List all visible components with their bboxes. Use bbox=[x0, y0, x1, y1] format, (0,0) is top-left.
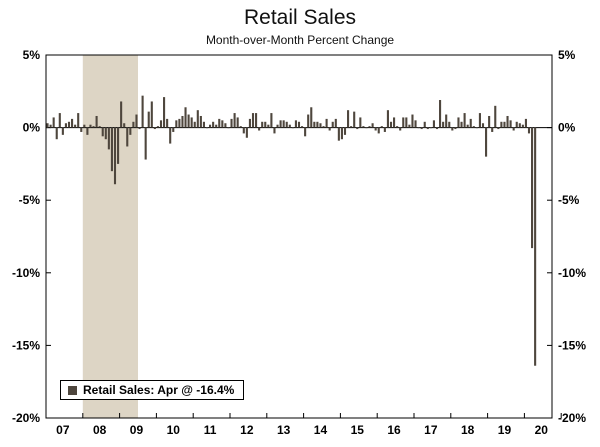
svg-text:5%: 5% bbox=[23, 48, 41, 62]
svg-text:-15%: -15% bbox=[12, 338, 40, 352]
svg-text:-5%: -5% bbox=[19, 193, 41, 207]
svg-text:18: 18 bbox=[461, 423, 475, 437]
legend-series-label: Retail Sales: Apr @ -16.4% bbox=[83, 383, 235, 397]
svg-text:15: 15 bbox=[351, 423, 365, 437]
svg-text:20: 20 bbox=[535, 423, 549, 437]
chart-legend: Retail Sales: Apr @ -16.4% bbox=[60, 380, 245, 400]
svg-text:0%: 0% bbox=[558, 121, 576, 135]
svg-text:14: 14 bbox=[314, 423, 328, 437]
chart-subtitle: Month-over-Month Percent Change bbox=[205, 33, 395, 47]
svg-text:5%: 5% bbox=[558, 48, 576, 62]
svg-text:19: 19 bbox=[498, 423, 512, 437]
svg-text:-10%: -10% bbox=[558, 266, 586, 280]
svg-text:-15%: -15% bbox=[558, 338, 586, 352]
svg-text:09: 09 bbox=[130, 423, 144, 437]
chart-title: Retail Sales bbox=[243, 6, 357, 29]
svg-text:-20%: -20% bbox=[12, 411, 40, 425]
svg-text:-10%: -10% bbox=[12, 266, 40, 280]
svg-text:-5%: -5% bbox=[558, 193, 580, 207]
svg-text:11: 11 bbox=[204, 423, 217, 437]
svg-text:0%: 0% bbox=[23, 121, 41, 135]
svg-text:08: 08 bbox=[93, 423, 107, 437]
bars bbox=[46, 95, 537, 366]
svg-text:17: 17 bbox=[424, 423, 438, 437]
plot-border bbox=[45, 54, 553, 419]
svg-text:10: 10 bbox=[167, 423, 181, 437]
svg-text:13: 13 bbox=[277, 423, 291, 437]
svg-text:07: 07 bbox=[56, 423, 70, 437]
svg-text:16: 16 bbox=[387, 423, 401, 437]
x-axis-ticks: 07 08 09 10 11 12 13 14 15 16 17 18 19 20 bbox=[45, 413, 562, 437]
recession-band bbox=[82, 55, 138, 418]
svg-text:-20%: -20% bbox=[558, 411, 586, 425]
y-axis-ticks: 5% 5% 0% 0% -5% -5% -10% -10% -15% -15% -20% -20% bbox=[12, 48, 586, 425]
svg-text:12: 12 bbox=[240, 423, 254, 437]
legend-series-marker-icon bbox=[68, 385, 77, 395]
